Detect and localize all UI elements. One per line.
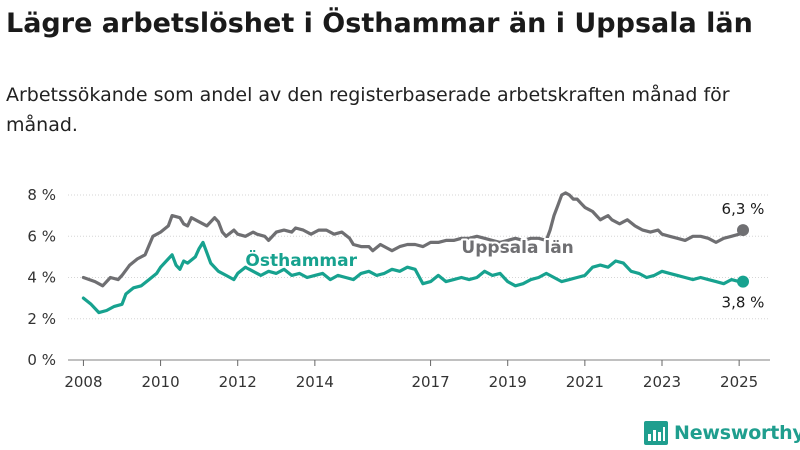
- x-tick-label: 2019: [489, 373, 527, 391]
- y-axis-ticks: 0 % 2 % 4 % 6 % 8 %: [27, 186, 56, 369]
- y-tick-label: 0 %: [27, 351, 56, 369]
- x-tick-label: 2017: [411, 373, 449, 391]
- chart-title: Lägre arbetslöshet i Östhammar än i Upps…: [6, 8, 753, 39]
- x-axis-ticks: 2008 2010 2012 2014 2017 2019 2021 2023 2025: [64, 360, 758, 391]
- end-value-label-östhammar: 3,8 %: [722, 294, 765, 312]
- x-tick-label: 2008: [64, 373, 102, 391]
- newsworthy-logo: Newsworthy: [644, 419, 800, 447]
- x-tick-label: 2023: [643, 373, 681, 391]
- newsworthy-bar-icon: [644, 421, 668, 445]
- x-tick-label: 2010: [141, 373, 179, 391]
- series-line-östhammar: [81, 240, 745, 315]
- y-tick-label: 8 %: [27, 186, 56, 204]
- x-tick-label: 2012: [219, 373, 257, 391]
- y-tick-label: 6 %: [27, 227, 56, 245]
- chart-subtitle: Arbetssökande som andel av den registerb…: [6, 84, 730, 136]
- x-tick-label: 2025: [720, 373, 758, 391]
- series-line-uppsala-län: [81, 191, 745, 288]
- series-endpoint-uppsala-län: [737, 224, 749, 237]
- x-tick-label: 2021: [566, 373, 604, 391]
- x-tick-label: 2014: [296, 373, 334, 391]
- series-lines: [81, 191, 749, 315]
- series-endpoint-östhammar: [737, 275, 749, 288]
- series-name-label-uppsala-län: Uppsala län: [461, 238, 573, 258]
- annotations: 6,3 % Uppsala län 3,8 % Östhammar: [243, 200, 765, 312]
- y-tick-label: 4 %: [27, 269, 56, 287]
- brand-name: Newsworthy: [674, 422, 800, 444]
- y-tick-label: 2 %: [27, 310, 56, 328]
- series-name-label-östhammar: Östhammar: [245, 249, 357, 271]
- end-value-label-uppsala-län: 6,3 %: [722, 200, 765, 218]
